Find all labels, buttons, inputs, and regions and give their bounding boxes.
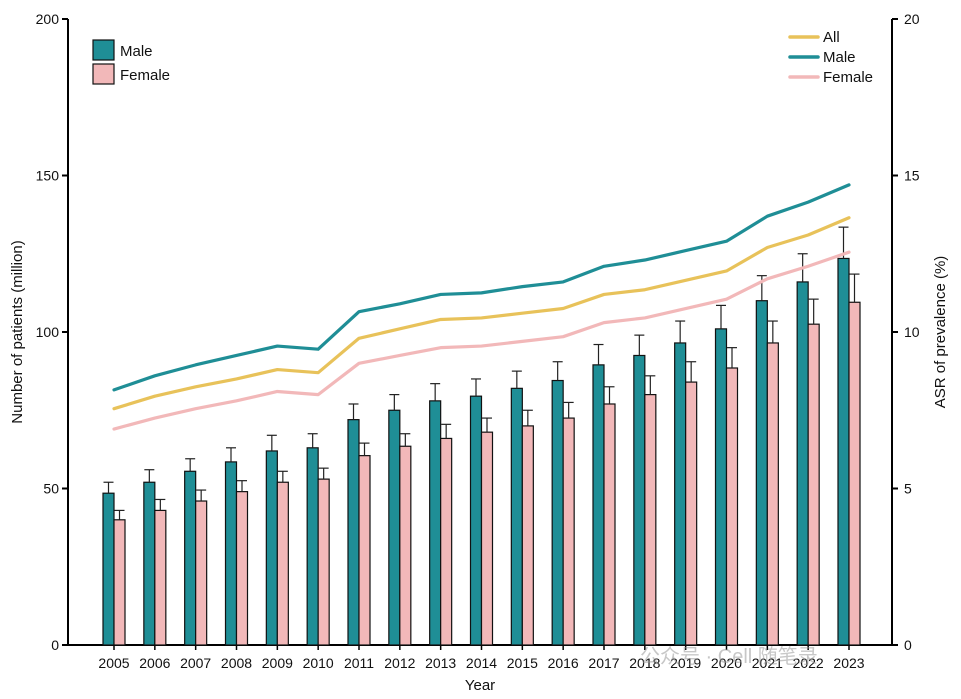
bar-male (184, 470, 197, 646)
bar-female (725, 367, 739, 646)
x-tick-label: 2014 (466, 655, 497, 671)
bar-female (399, 445, 412, 646)
x-tick-label: 2022 (793, 655, 824, 671)
y-left-tick-label: 0 (51, 637, 59, 653)
lines-layer (112, 183, 851, 431)
bar-female (154, 509, 167, 646)
y-right-tick-label: 15 (904, 168, 920, 184)
bar-female (848, 301, 861, 646)
bars-layer (102, 226, 861, 646)
bar-female (113, 519, 126, 646)
bar-male (347, 419, 360, 646)
x-tick-label: 2017 (588, 655, 619, 671)
bar-male (469, 395, 483, 646)
line-series-male (112, 183, 851, 392)
bar-male (306, 447, 319, 646)
bar-male (714, 328, 728, 646)
bar-male (755, 300, 768, 646)
x-tick-label: 2012 (384, 655, 415, 671)
line-series-female (112, 250, 851, 431)
bar-female (480, 431, 494, 646)
x-axis-title: Year (465, 677, 495, 694)
bar-female (603, 403, 616, 646)
x-tick-label: 2018 (629, 655, 660, 671)
x-tick-label: 2008 (221, 655, 252, 671)
y-right-tick-label: 10 (904, 324, 920, 340)
legend-line-label-female: Female (823, 69, 873, 86)
bar-female (766, 342, 779, 646)
bar-male (429, 400, 442, 646)
y-axis-left-title: Number of patients (million) (9, 240, 26, 423)
bar-male (510, 387, 523, 646)
y-left-tick-label: 200 (36, 11, 60, 27)
x-tick-label: 2016 (548, 655, 579, 671)
legend-label-male: Male (120, 43, 153, 60)
bar-female (195, 500, 208, 646)
y-axis-right-title: ASR of prevalence (%) (932, 256, 949, 409)
legend-swatch-female (92, 63, 115, 85)
x-tick-label: 2005 (98, 655, 129, 671)
bar-male (388, 409, 401, 646)
x-tick-label: 2011 (344, 655, 374, 671)
x-tick-label: 2021 (752, 655, 783, 671)
x-tick-label: 2006 (139, 655, 170, 671)
y-right-tick-label: 0 (904, 637, 912, 653)
y-left-tick-label: 50 (43, 481, 59, 497)
bar-female (562, 417, 575, 646)
bar-male (265, 450, 278, 646)
bar-male (143, 481, 156, 646)
legend-swatch-male (92, 39, 115, 61)
bar-female (644, 394, 657, 646)
bar-female (440, 437, 453, 646)
bar-female (235, 491, 249, 646)
bar-female (317, 478, 330, 646)
bar-male (102, 492, 115, 646)
x-tick-label: 2007 (180, 655, 211, 671)
x-tick-label: 2015 (507, 655, 538, 671)
labels-layer: Number of patients (million) ASR of prev… (9, 240, 949, 694)
watermark-text: 公众号 · Cell 随笔录 (640, 645, 818, 668)
x-tick-label: 2023 (833, 655, 864, 671)
bar-male (633, 354, 646, 646)
bar-male (674, 342, 687, 646)
bar-female (807, 323, 820, 646)
y-right-tick-label: 5 (904, 481, 912, 497)
bar-female (276, 481, 289, 646)
bar-female (685, 381, 698, 646)
bar-female (521, 425, 534, 646)
legend-line-label-male: Male (823, 49, 856, 66)
bar-male (224, 461, 238, 646)
bar-male (796, 281, 809, 646)
y-right-tick-label: 20 (904, 11, 920, 27)
y-left-tick-label: 150 (36, 168, 60, 184)
bar-male (837, 257, 850, 646)
x-tick-label: 2020 (711, 655, 742, 671)
legend-line-label-all: All (823, 29, 840, 46)
bar-male (592, 364, 605, 646)
x-tick-label: 2013 (425, 655, 456, 671)
y-left-tick-label: 100 (36, 324, 60, 340)
line-series-all (112, 216, 851, 411)
bar-female (358, 455, 371, 646)
x-tick-label: 2019 (670, 655, 701, 671)
x-tick-label: 2010 (303, 655, 334, 671)
bar-male (551, 379, 564, 646)
x-tick-label: 2009 (262, 655, 293, 671)
legend-label-female: Female (120, 67, 170, 84)
legend-layer: Male Female All Male Female (92, 29, 873, 86)
